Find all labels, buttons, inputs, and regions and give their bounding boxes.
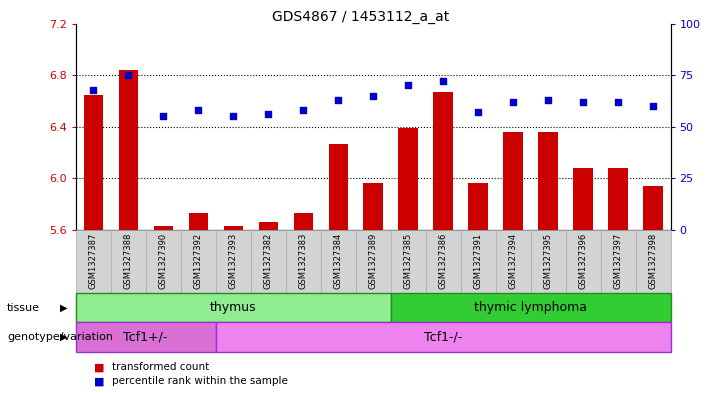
Bar	[391, 293, 671, 322]
Bar	[573, 168, 593, 230]
Bar	[216, 230, 251, 293]
Point	[438, 78, 449, 84]
Text: GSM1327389: GSM1327389	[368, 233, 378, 289]
Text: GDS4867 / 1453112_a_at: GDS4867 / 1453112_a_at	[272, 10, 449, 24]
Bar	[329, 143, 348, 230]
Point	[368, 93, 379, 99]
Text: GSM1327384: GSM1327384	[334, 233, 342, 289]
Text: ■: ■	[94, 376, 105, 386]
Text: ▶: ▶	[60, 303, 67, 312]
Bar	[565, 230, 601, 293]
Point	[123, 72, 134, 78]
Point	[262, 111, 274, 118]
Text: GSM1327396: GSM1327396	[578, 233, 588, 289]
Bar	[146, 230, 181, 293]
Bar	[495, 230, 531, 293]
Bar	[84, 94, 103, 230]
Point	[193, 107, 204, 114]
Bar	[635, 230, 671, 293]
Bar	[363, 184, 383, 230]
Text: GSM1327383: GSM1327383	[298, 233, 308, 289]
Point	[87, 86, 99, 93]
Bar	[355, 230, 391, 293]
Point	[227, 113, 239, 119]
Bar	[461, 230, 495, 293]
Bar	[539, 132, 557, 230]
Text: thymic lymphoma: thymic lymphoma	[474, 301, 587, 314]
Text: thymus: thymus	[210, 301, 257, 314]
Point	[578, 99, 589, 105]
Bar	[118, 70, 138, 230]
Text: GSM1327393: GSM1327393	[229, 233, 238, 289]
Text: transformed count: transformed count	[112, 362, 209, 373]
Text: tissue: tissue	[7, 303, 40, 312]
Bar	[433, 92, 453, 230]
Bar	[601, 230, 635, 293]
Text: ▶: ▶	[60, 332, 67, 342]
Point	[157, 113, 169, 119]
Text: GSM1327387: GSM1327387	[89, 233, 98, 289]
Bar	[531, 230, 565, 293]
Bar	[643, 186, 663, 230]
Text: GSM1327385: GSM1327385	[404, 233, 412, 289]
Bar	[76, 293, 391, 322]
Text: Tcf1-/-: Tcf1-/-	[424, 331, 462, 343]
Bar	[181, 230, 216, 293]
Text: genotype/variation: genotype/variation	[7, 332, 113, 342]
Bar	[399, 128, 417, 230]
Text: Tcf1+/-: Tcf1+/-	[123, 331, 168, 343]
Text: GSM1327391: GSM1327391	[474, 233, 482, 289]
Point	[612, 99, 624, 105]
Bar	[391, 230, 425, 293]
Bar	[609, 168, 628, 230]
Bar	[321, 230, 355, 293]
Text: ■: ■	[94, 362, 105, 373]
Text: GSM1327390: GSM1327390	[159, 233, 168, 289]
Bar	[111, 230, 146, 293]
Bar	[286, 230, 321, 293]
Text: GSM1327398: GSM1327398	[648, 233, 658, 289]
Bar	[76, 322, 216, 352]
Text: GSM1327382: GSM1327382	[264, 233, 273, 289]
Bar	[259, 222, 278, 230]
Text: GSM1327395: GSM1327395	[544, 233, 552, 289]
Bar	[189, 213, 208, 230]
Point	[508, 99, 519, 105]
Bar	[224, 226, 243, 230]
Bar	[251, 230, 286, 293]
Text: GSM1327397: GSM1327397	[614, 233, 622, 289]
Text: percentile rank within the sample: percentile rank within the sample	[112, 376, 288, 386]
Bar	[293, 213, 313, 230]
Bar	[154, 226, 173, 230]
Point	[472, 109, 484, 116]
Point	[297, 107, 309, 114]
Bar	[216, 322, 671, 352]
Bar	[425, 230, 461, 293]
Text: GSM1327386: GSM1327386	[438, 233, 448, 289]
Text: GSM1327388: GSM1327388	[124, 233, 133, 289]
Bar	[76, 230, 111, 293]
Text: GSM1327394: GSM1327394	[508, 233, 518, 289]
Text: GSM1327392: GSM1327392	[194, 233, 203, 289]
Point	[332, 97, 344, 103]
Point	[402, 83, 414, 89]
Point	[647, 103, 659, 109]
Point	[542, 97, 554, 103]
Bar	[469, 184, 487, 230]
Bar	[503, 132, 523, 230]
